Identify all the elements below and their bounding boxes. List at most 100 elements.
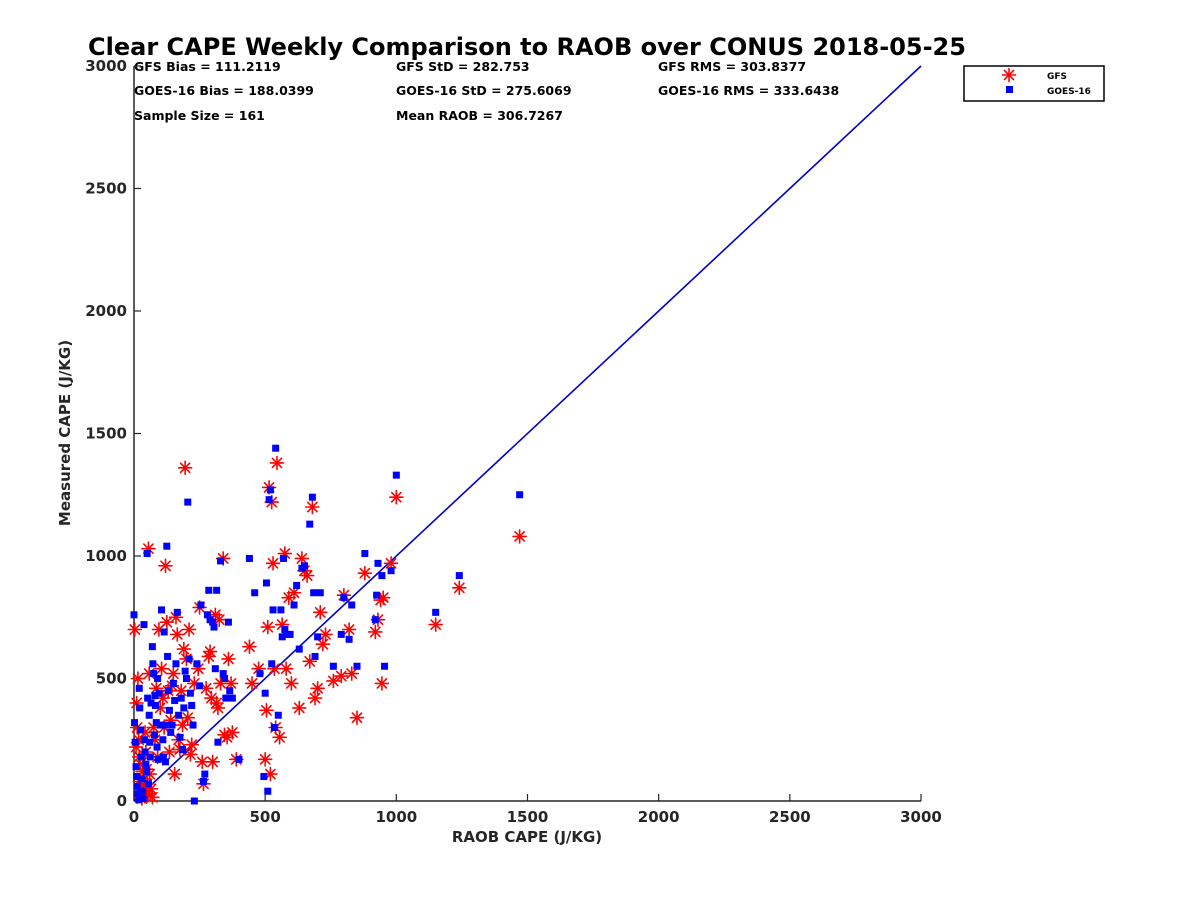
stat-sample-size: Sample Size = 161: [134, 108, 265, 123]
goes16-point: [185, 655, 193, 663]
gfs-point: [176, 641, 192, 657]
gfs-point: [162, 744, 177, 760]
goes16-point: [190, 797, 198, 805]
gfs-point: [158, 558, 173, 574]
goes16-point: [136, 704, 144, 712]
gfs-point: [291, 700, 307, 716]
goes16-point: [167, 728, 175, 736]
goes16-point: [154, 755, 162, 763]
x-tick-label: 2500: [769, 808, 811, 826]
goes16-point: [340, 594, 348, 602]
gfs-point: [175, 717, 190, 733]
goes16-point: [171, 697, 179, 705]
y-tick-label: 1000: [85, 547, 127, 565]
goes16-point: [235, 755, 243, 763]
goes16-point: [278, 633, 286, 641]
goes16-point: [141, 748, 149, 756]
goes16-point: [345, 635, 353, 643]
goes16-point: [159, 736, 167, 744]
gfs-point: [221, 651, 236, 667]
goes16-point: [149, 660, 157, 668]
goes16-point: [316, 589, 324, 597]
goes16-point: [280, 554, 288, 562]
gfs-point: [310, 680, 325, 696]
gfs-point: [177, 460, 193, 476]
goes16-point: [266, 486, 274, 494]
gfs-point: [265, 556, 281, 571]
goes16-point: [135, 796, 143, 804]
goes16-point: [197, 601, 205, 609]
legend-goes16-label: GOES-16: [1047, 87, 1091, 97]
gfs-point: [242, 639, 257, 654]
y-tick-label: 2000: [85, 302, 127, 320]
goes16-point: [337, 630, 345, 638]
legend-goes16-marker: [1006, 86, 1013, 93]
stat-gfs-std: GFS StD = 282.753: [396, 59, 530, 74]
goes16-point: [217, 557, 225, 565]
goes16-point: [160, 628, 168, 636]
goes16-point: [262, 579, 270, 587]
gfs-point: [428, 617, 443, 632]
stat-mean-raob: Mean RAOB = 306.7267: [396, 108, 563, 123]
goes16-point: [306, 520, 314, 528]
goes16-point: [181, 667, 189, 675]
goes16-point: [135, 684, 143, 692]
gfs-point: [169, 627, 185, 642]
goes16-point: [264, 787, 272, 795]
gfs-point: [374, 676, 390, 691]
goes16-point: [455, 572, 463, 580]
gfs-point: [269, 455, 285, 471]
goes16-point: [270, 724, 278, 731]
legend-gfs-label: GFS: [1047, 72, 1067, 82]
x-tick-label: 2000: [638, 808, 680, 826]
goes16-point: [188, 701, 196, 709]
gfs-point: [180, 710, 196, 726]
gfs-point: [166, 666, 181, 681]
gfs-point: [349, 710, 365, 726]
goes16-point: [269, 606, 277, 614]
goes16-point: [301, 562, 309, 570]
goes16-point: [353, 662, 361, 670]
gfs-point: [312, 605, 328, 620]
goes16-point: [146, 738, 154, 746]
goes16-point: [214, 738, 222, 746]
goes16-point: [151, 692, 159, 700]
goes16-point: [374, 559, 382, 567]
gfs-point: [130, 671, 146, 686]
goes16-point: [172, 660, 180, 668]
x-axis-label: RAOB CAPE (J/KG): [452, 828, 602, 846]
stat-goes-bias: GOES-16 Bias = 188.0399: [134, 83, 314, 98]
gfs-point: [259, 703, 274, 718]
reference-line: [133, 65, 922, 802]
gfs-point: [154, 661, 169, 677]
goes16-point: [164, 687, 172, 695]
gfs-point: [284, 676, 299, 691]
gfs-point: [184, 737, 200, 752]
goes16-point: [293, 581, 301, 589]
goes16-point: [142, 760, 150, 768]
goes16-point: [219, 670, 227, 678]
goes16-point: [150, 731, 158, 739]
y-tick-label: 3000: [85, 57, 127, 75]
stat-goes-std: GOES-16 StD = 275.6069: [396, 83, 572, 98]
goes16-point: [281, 626, 289, 633]
goes16-point: [203, 611, 211, 619]
goes16-point: [210, 623, 218, 631]
gfs-point: [307, 690, 323, 706]
goes16-point: [251, 589, 259, 597]
goes16-point: [130, 611, 138, 619]
stat-gfs-rms: GFS RMS = 303.8377: [658, 59, 806, 74]
gfs-point: [145, 790, 160, 805]
goes16-point: [133, 782, 141, 790]
goes16-point: [201, 770, 209, 778]
x-ticks: 0 500 1000 1500 2000 2500 3000: [129, 794, 942, 826]
y-ticks: 0 500 1000 1500 2000 2500 3000: [85, 57, 141, 810]
gfs-point: [183, 747, 198, 762]
goes16-point: [268, 660, 276, 668]
goes16-point: [139, 795, 147, 803]
gfs-point: [202, 644, 218, 659]
goes16-point: [205, 586, 213, 594]
goes16-point: [260, 773, 268, 780]
goes16-point: [150, 670, 158, 678]
